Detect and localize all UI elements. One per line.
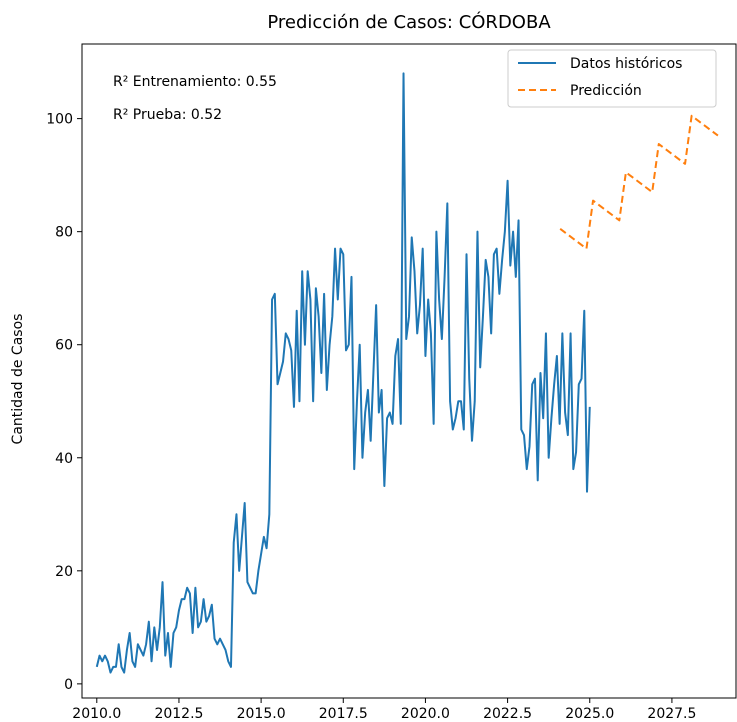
y-tick-label: 60 [55, 338, 73, 354]
axes-frame [81, 43, 737, 699]
annotation-r2-test: R² Prueba: 0.52 [113, 107, 222, 123]
y-ticks: 0 20 40 60 80 100 [46, 112, 82, 693]
x-tick-label: 2015.0 [237, 706, 286, 722]
y-tick-label: 20 [55, 564, 73, 580]
series-line-historical [95, 72, 591, 674]
y-tick-label: 80 [55, 225, 73, 241]
legend: Datos históricos Predicción [507, 49, 717, 108]
y-tick-label: 0 [64, 677, 73, 693]
annotation-r2-train: R² Entrenamiento: 0.55 [113, 74, 277, 90]
y-tick-label: 40 [55, 451, 73, 467]
x-tick-label: 2027.5 [647, 706, 696, 722]
y-axis-label: Cantidad de Casos [10, 314, 26, 445]
plot-area: 2010.0 2012.5 2015.0 2017.5 2020.0 2022.5 2025… [46, 43, 737, 722]
series-layer [95, 72, 719, 674]
legend-label-prediction: Predicción [570, 83, 642, 99]
x-tick-label: 2025.0 [565, 706, 614, 722]
x-tick-label: 2020.0 [401, 706, 450, 722]
x-ticks: 2010.0 2012.5 2015.0 2017.5 2020.0 2022.5 2025… [72, 698, 696, 722]
legend-box [507, 49, 717, 108]
series-line-prediction [559, 114, 719, 250]
chart-title: Predicción de Casos: CÓRDOBA [267, 11, 551, 33]
x-tick-label: 2012.5 [154, 706, 203, 722]
x-tick-label: 2010.0 [72, 706, 121, 722]
x-tick-label: 2017.5 [319, 706, 368, 722]
legend-label-historical: Datos históricos [570, 56, 682, 72]
x-tick-label: 2022.5 [483, 706, 532, 722]
y-tick-label: 100 [46, 112, 73, 128]
